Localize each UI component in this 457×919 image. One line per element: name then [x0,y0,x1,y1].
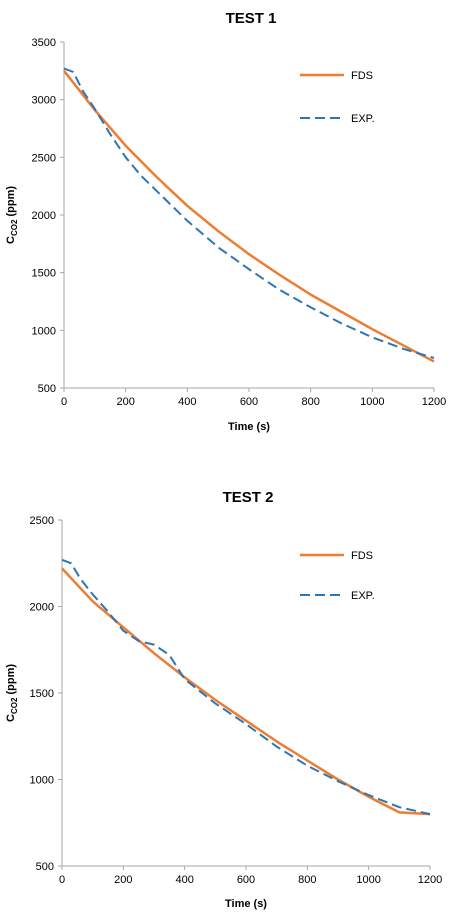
chart-1-x-tick-label: 1000 [360,396,384,408]
chart-2-x-tick-label: 1000 [356,874,380,886]
chart-test-2: TEST 2 500 1000 1500 2000 2500 0 200 400 600 800 10… [0,470,457,919]
chart-1-y-tick-label: 3500 [32,37,56,49]
chart-2-y-axis-title: CCO2 (ppm) [5,664,19,722]
chart-1-x-tick-label: 0 [61,396,67,408]
chart-1-y-tick-label: 1000 [32,325,56,337]
chart-2-legend-label: FDS [351,550,373,562]
chart-1-series-exp [63,67,435,359]
chart-2-x-tick-label: 400 [175,874,193,886]
chart-2-x-tick-label: 200 [114,874,132,886]
chart-1-y-tick-label: 2000 [32,210,56,222]
chart-1-x-tick-label: 800 [301,396,319,408]
chart-1-title: TEST 1 [226,10,277,27]
chart-1-y-tick-label: 2500 [32,152,56,164]
chart-2-y-tick-label: 2000 [30,602,54,614]
chart-test-1-svg: TEST 1 500 1000 1500 2000 2500 3000 3500 0 200 400… [5,10,446,433]
chart-1-legend-label: EXP. [351,113,375,125]
chart-1-y-tick-label: 1500 [32,268,56,280]
chart-1-x-axis-title: Time (s) [228,421,270,433]
chart-1-x-tick-label: 600 [240,396,258,408]
chart-2-y-tick-label: 500 [36,861,54,873]
chart-1-x-tick-label: 1200 [422,396,446,408]
chart-2-y-tick-label: 1500 [30,688,54,700]
chart-2-x-axis-title: Time (s) [225,898,267,910]
chart-1-x-tick-label: 400 [178,396,196,408]
chart-2-series-fds [61,567,431,816]
chart-2-x-tick-label: 0 [59,874,65,886]
chart-1-y-tick-label: 3000 [32,95,56,107]
chart-test-1: TEST 1 500 1000 1500 2000 2500 3000 3500 0 200 400… [0,0,457,450]
chart-2-y-tick-label: 1000 [30,775,54,787]
chart-2-x-tick-label: 600 [237,874,255,886]
chart-1-legend-label: FDS [351,70,373,82]
chart-2-x-tick-label: 800 [298,874,316,886]
chart-2-title: TEST 2 [223,489,274,506]
chart-2-legend-label: EXP. [351,590,375,602]
chart-2-series-exp [61,558,431,816]
chart-1-y-axis-title: CCO2 (ppm) [5,186,19,244]
chart-1-series-fds [63,70,435,363]
chart-test-2-svg: TEST 2 500 1000 1500 2000 2500 0 200 400 600 800 10… [5,489,442,910]
chart-2-y-tick-label: 2500 [30,515,54,527]
chart-1-x-tick-label: 200 [116,396,134,408]
chart-1-y-tick-label: 500 [38,383,56,395]
chart-2-x-tick-label: 1200 [418,874,442,886]
